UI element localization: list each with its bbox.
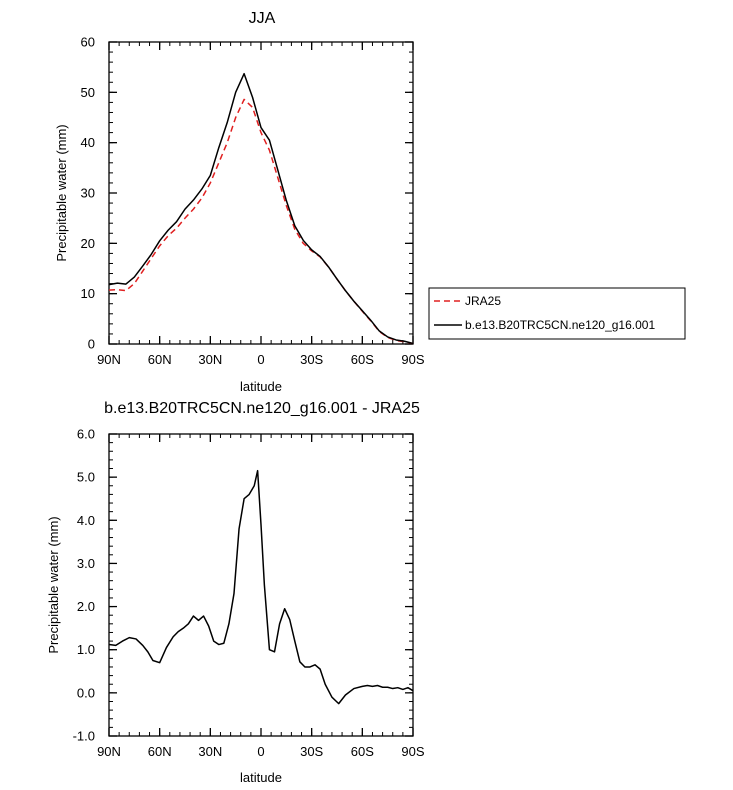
top-chart-title: JJA (249, 10, 276, 27)
bottom-chart-y-tick-label: 5.0 (77, 470, 95, 485)
top-chart-panel: JJA 90N 60N 30N 0 30S 60S 90S 0 10 20 30 40 50 60 lat… (54, 10, 425, 394)
bottom-chart-y-tick-label: -1.0 (73, 729, 95, 744)
bottom-chart-x-tick-label: 60N (148, 744, 172, 759)
bottom-chart-y-axis-label: Precipitable water (mm) (46, 516, 61, 653)
top-chart-series-line-1 (108, 98, 414, 345)
top-chart-y-axis-label: Precipitable water (mm) (54, 124, 69, 261)
top-chart-series-line-2 (108, 72, 414, 345)
top-chart-x-tick-label: 60N (148, 352, 172, 367)
top-chart-tick-labels: 90N 60N 30N 0 30S 60S 90S 0 10 20 30 40 50 60 (81, 35, 425, 368)
bottom-chart-panel: b.e13.B20TRC5CN.ne120_g16.001 - JRA25 90… (46, 400, 425, 785)
bottom-chart-x-tick-label: 30S (300, 744, 323, 759)
bottom-chart-x-axis-label: latitude (240, 770, 282, 785)
legend: JRA25 b.e13.B20TRC5CN.ne120_g16.001 (428, 287, 686, 340)
bottom-chart-y-tick-label: 4.0 (77, 513, 95, 528)
top-chart-x-tick-label: 0 (257, 352, 264, 367)
legend-label-model: b.e13.B20TRC5CN.ne120_g16.001 (465, 318, 655, 332)
bottom-chart-x-tick-label: 90S (401, 744, 424, 759)
bottom-chart-y-tick-label: 3.0 (77, 556, 95, 571)
bottom-chart-title: b.e13.B20TRC5CN.ne120_g16.001 - JRA25 (104, 400, 420, 417)
bottom-chart-tick-marks (108, 433, 414, 737)
top-chart-y-tick-label: 20 (81, 236, 95, 251)
top-chart-plot-frame (108, 41, 414, 345)
bottom-chart-y-tick-label: 1.0 (77, 642, 95, 657)
top-chart-y-tick-label: 0 (88, 337, 95, 352)
top-chart-tick-marks (108, 41, 414, 345)
top-chart-y-tick-label: 50 (81, 85, 95, 100)
bottom-chart-x-tick-label: 0 (257, 744, 264, 759)
bottom-chart-y-tick-label: 6.0 (77, 427, 95, 442)
top-chart-y-tick-label: 60 (81, 35, 95, 50)
bottom-chart-y-tick-label: 2.0 (77, 599, 95, 614)
legend-label-jra25: JRA25 (465, 294, 501, 308)
top-chart-x-tick-label: 60S (351, 352, 374, 367)
top-chart-y-tick-label: 40 (81, 135, 95, 150)
bottom-chart-series-line-1 (108, 469, 414, 705)
top-chart-y-tick-label: 30 (81, 186, 95, 201)
top-chart-x-tick-label: 90S (401, 352, 424, 367)
top-chart-x-axis-label: latitude (240, 379, 282, 394)
top-chart-series (108, 72, 414, 345)
bottom-chart-series (108, 469, 414, 705)
top-chart-y-tick-label: 10 (81, 286, 95, 301)
bottom-chart-x-tick-label: 30N (198, 744, 222, 759)
bottom-chart-x-tick-label: 60S (351, 744, 374, 759)
bottom-chart-y-tick-label: 0.0 (77, 685, 95, 700)
top-chart-x-tick-label: 30S (300, 352, 323, 367)
legend-box (428, 287, 686, 340)
top-chart-x-tick-label: 90N (97, 352, 121, 367)
bottom-chart-x-tick-label: 90N (97, 744, 121, 759)
bottom-chart-plot-frame (108, 433, 414, 737)
top-chart-x-tick-label: 30N (198, 352, 222, 367)
bottom-chart-tick-labels: 90N 60N 30N 0 30S 60S 90S -1.0 0.0 1.0 2.0 3.0 4.0 5.… (73, 427, 425, 760)
